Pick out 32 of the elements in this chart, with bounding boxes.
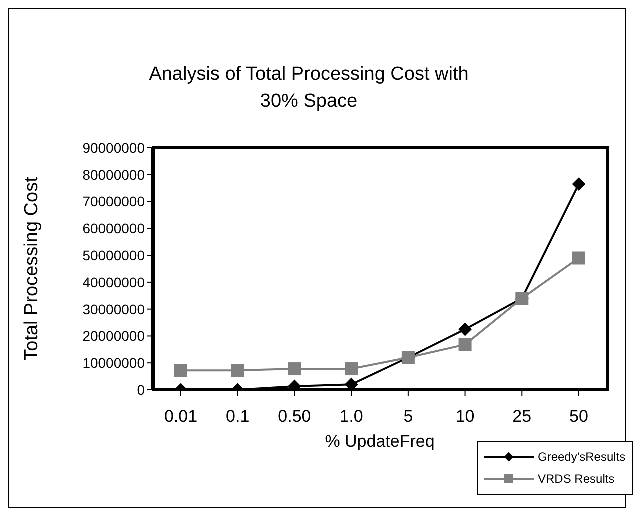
x-tick-label: 25 [512, 407, 532, 426]
y-axis-title: Total Processing Cost [22, 176, 43, 361]
y-tick-label: 80000000 [82, 166, 146, 183]
chart-title: Analysis of Total Processing Cost with 30% Space [148, 63, 470, 114]
x-tick-label: 50 [570, 407, 588, 426]
x-tick-label: 10 [456, 407, 475, 426]
y-tick-label: 90000000 [82, 140, 146, 156]
y-tick-label: 50000000 [82, 248, 146, 264]
x-tick-label: 5 [404, 407, 414, 426]
y-tick-label: 10000000 [82, 355, 146, 372]
point [458, 323, 472, 336]
y-tick-label: 20000000 [82, 328, 146, 344]
y-tick-label: 60000000 [82, 220, 146, 237]
point [231, 364, 244, 378]
y-tick-label: 0 [137, 382, 146, 398]
point [174, 364, 188, 378]
x-axis-title: % UpdateFreq [325, 432, 435, 452]
point [572, 178, 586, 191]
y-tick-label: 40000000 [82, 274, 146, 290]
legend-label: VRDS Results [538, 472, 615, 486]
point [288, 362, 302, 376]
x-tick-label: 0.50 [278, 407, 312, 426]
legend-label: Greedy'sResults [538, 450, 626, 464]
y-tick-label: 70000000 [82, 194, 146, 210]
x-tick-label: 0.1 [226, 407, 250, 426]
point [458, 338, 472, 352]
point [572, 252, 586, 265]
x-tick-label: 0.01 [164, 407, 198, 426]
y-tick-label: 30000000 [82, 301, 146, 318]
point [345, 378, 358, 390]
point [345, 362, 358, 376]
x-tick-label: 1.0 [340, 407, 364, 426]
